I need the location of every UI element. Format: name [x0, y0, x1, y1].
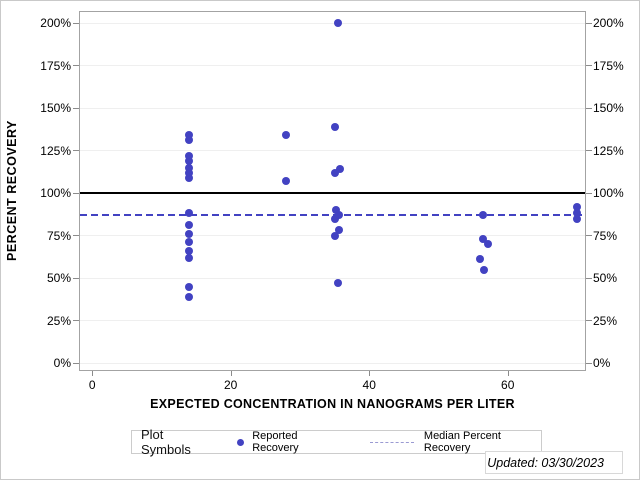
y-tick-mark-right [586, 277, 592, 279]
data-point [185, 136, 194, 145]
gridline [80, 65, 585, 67]
y-tick-mark-right [586, 65, 592, 67]
data-point [334, 211, 343, 220]
data-point [185, 221, 194, 230]
legend-dash-label: Median Percent Recovery [423, 430, 501, 454]
data-point [185, 282, 194, 291]
x-tick-mark [369, 371, 371, 376]
y-tick-label-right: 75% [593, 228, 618, 243]
y-tick-label-left: 50% [46, 271, 71, 286]
y-tick-mark-right [586, 362, 592, 364]
x-tick-label: 0 [88, 378, 96, 392]
legend-title: Plot Symbols [141, 427, 191, 457]
legend-marker-label: Reported Recovery [252, 430, 299, 454]
data-point [185, 253, 194, 262]
y-tick-mark-left [73, 320, 79, 322]
y-tick-mark-left [73, 22, 79, 24]
data-point [282, 131, 291, 140]
x-tick-label: 20 [223, 378, 238, 392]
data-point [572, 214, 581, 223]
y-tick-label-right: 0% [593, 356, 611, 370]
y-tick-mark-right [586, 22, 592, 24]
data-point [185, 246, 194, 255]
y-tick-mark-right [586, 320, 592, 322]
data-point [330, 214, 339, 223]
gridline [80, 320, 585, 322]
y-tick-label-left: 200% [40, 16, 71, 31]
y-tick-label-right: 125% [593, 143, 624, 158]
updated-date: Updated: 03/30/2023 [487, 455, 604, 470]
data-point [185, 131, 194, 140]
data-point [334, 19, 343, 28]
y-tick-label-right: 150% [593, 101, 624, 116]
y-tick-mark-right [586, 107, 592, 109]
gridline [80, 22, 585, 24]
y-tick-mark-right [586, 235, 592, 237]
x-tick-mark [230, 371, 232, 376]
y-tick-mark-left [73, 65, 79, 67]
data-point [334, 279, 343, 288]
gridline [80, 362, 585, 364]
data-point [185, 292, 194, 301]
data-point [572, 202, 581, 211]
x-tick-mark [92, 371, 94, 376]
y-tick-label-left: 100% [40, 186, 71, 201]
reference-line-100pct [80, 192, 585, 195]
y-tick-label-left: 75% [46, 228, 71, 243]
y-tick-label-left: 0% [53, 356, 71, 370]
x-tick-label: 60 [501, 378, 515, 392]
y-tick-label-right: 25% [593, 313, 618, 328]
y-tick-mark-right [586, 150, 592, 152]
legend: Plot Symbols Reported Recovery Median Pe… [131, 427, 542, 457]
y-tick-label-right: 200% [593, 16, 624, 31]
data-point [480, 265, 489, 274]
y-tick-label-left: 150% [40, 101, 71, 116]
gridline [80, 107, 585, 109]
y-tick-label-left: 175% [40, 58, 71, 73]
dashed-line-swatch-icon [369, 441, 414, 443]
data-point [185, 168, 194, 177]
y-tick-mark-left [73, 277, 79, 279]
plot-frame [79, 11, 586, 371]
y-tick-label-right: 175% [593, 58, 624, 73]
data-point [185, 229, 194, 238]
y-tick-mark-left [73, 235, 79, 237]
data-point [484, 240, 493, 249]
y-tick-label-right: 50% [593, 271, 618, 286]
data-point [185, 238, 194, 247]
data-point [479, 211, 488, 220]
marker-swatch-icon [237, 438, 245, 446]
data-point [185, 151, 194, 160]
y-tick-mark-left [73, 150, 79, 152]
y-tick-label-left: 25% [46, 313, 71, 328]
data-point [334, 226, 343, 235]
data-point [331, 168, 340, 177]
y-tick-label-left: 125% [40, 143, 71, 158]
x-axis-title: EXPECTED CONCENTRATION IN NANOGRAMS PER … [150, 397, 515, 411]
gridline [80, 277, 585, 279]
x-tick-label: 40 [362, 378, 376, 392]
data-point [331, 206, 340, 215]
data-point [185, 163, 194, 172]
y-tick-mark-left [73, 192, 79, 194]
y-tick-mark-left [73, 107, 79, 109]
y-tick-mark-left [73, 362, 79, 364]
data-point [282, 177, 291, 186]
data-point [330, 122, 339, 131]
data-point [476, 255, 485, 264]
data-point [479, 234, 488, 243]
gridline [80, 150, 585, 152]
y-tick-mark-right [586, 192, 592, 194]
data-point [185, 156, 194, 165]
x-tick-mark [507, 371, 509, 376]
data-point [185, 209, 194, 218]
data-point [572, 209, 581, 218]
data-point [185, 173, 194, 182]
data-point [336, 165, 345, 174]
data-point [331, 231, 340, 240]
footnote-box: Updated: 03/30/2023 [485, 451, 623, 474]
y-tick-label-right: 100% [593, 186, 624, 201]
